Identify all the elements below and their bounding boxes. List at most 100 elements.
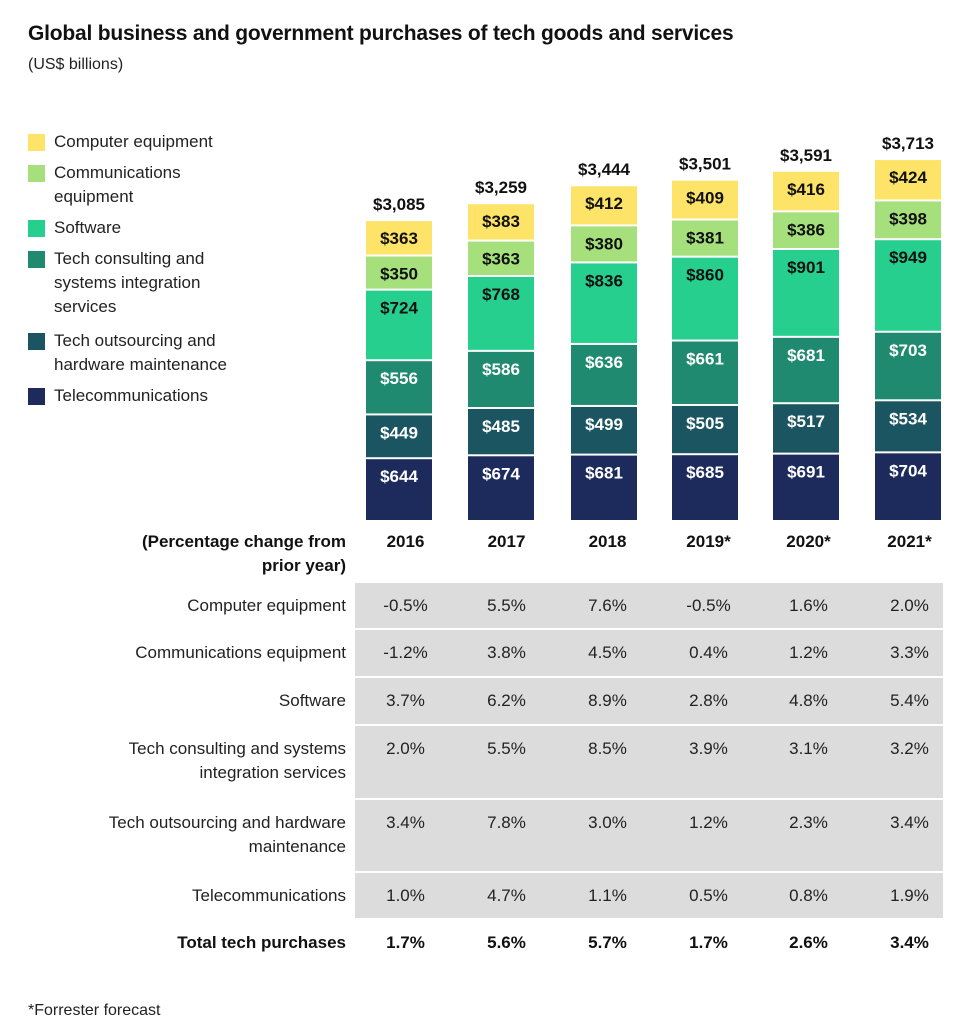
- bar-segment-software: [875, 240, 941, 331]
- table-cell: 1.0%: [386, 886, 425, 905]
- total-label: $3,501: [679, 155, 731, 174]
- table-row-bg: [355, 873, 943, 918]
- row-label: Computer equipment: [187, 596, 346, 615]
- data-label: $380: [585, 234, 623, 253]
- legend-swatch: [28, 220, 45, 237]
- legend-label: Tech consulting and systems integration …: [54, 249, 205, 316]
- table-cell: -1.2%: [383, 643, 428, 662]
- year-header: 2018: [588, 532, 627, 551]
- bar-segment-telecommunications: [571, 455, 637, 520]
- total-label: $3,713: [882, 134, 934, 153]
- bar-segment-software: [672, 257, 738, 340]
- table-row-bg: [355, 800, 943, 871]
- data-label: $485: [482, 417, 520, 436]
- data-label: $674: [482, 464, 520, 483]
- data-label: $860: [686, 266, 724, 285]
- bar-segment-software: [366, 290, 432, 360]
- legend-swatch: [28, 134, 45, 151]
- bar-segment-computer_equipment: [875, 160, 941, 200]
- bar-segment-telecommunications: [468, 456, 534, 520]
- bar-segment-tech_outsourcing: [672, 405, 738, 454]
- data-label: $949: [889, 248, 927, 267]
- bar-segment-computer_equipment: [773, 171, 839, 211]
- data-label: $412: [585, 194, 623, 213]
- data-label: $704: [889, 461, 927, 480]
- bar-segment-tech_outsourcing: [875, 401, 941, 452]
- bar-segment-communications_equipment: [571, 226, 637, 262]
- table-cell: 3.1%: [789, 739, 828, 758]
- data-label: $691: [787, 463, 825, 482]
- legend-swatch: [28, 251, 45, 268]
- bar-segment-tech_consulting: [672, 341, 738, 404]
- table-cell: 7.8%: [487, 813, 526, 832]
- data-label: $534: [889, 409, 927, 428]
- legend-label: Computer equipment: [54, 132, 213, 151]
- legend-item-telecommunications: Telecommunications: [28, 384, 278, 408]
- table-cell: 0.8%: [789, 886, 828, 905]
- legend-swatch: [28, 388, 45, 405]
- data-label: $685: [686, 463, 724, 482]
- table-cell: 1.6%: [789, 596, 828, 615]
- bar-segment-tech_outsourcing: [366, 415, 432, 458]
- table-cell: 6.2%: [487, 691, 526, 710]
- bar-segment-computer_equipment: [468, 204, 534, 240]
- bar-segment-tech_consulting: [366, 361, 432, 414]
- total-row-label: Total tech purchases: [177, 933, 346, 952]
- data-label: $386: [787, 220, 825, 239]
- table-cell: 3.8%: [487, 643, 526, 662]
- table-cell: 2.0%: [890, 596, 929, 615]
- bar-segment-telecommunications: [672, 455, 738, 520]
- table-cell: -0.5%: [686, 596, 731, 615]
- bar-segment-communications_equipment: [366, 256, 432, 289]
- chart-title: Global business and government purchases…: [28, 22, 734, 45]
- legend: Computer equipment Communications equipm…: [28, 130, 278, 415]
- row-label: Tech consulting and systems integration …: [128, 739, 346, 782]
- table-cell: 4.5%: [588, 643, 627, 662]
- data-label: $499: [585, 415, 623, 434]
- table-cell: 5.4%: [890, 691, 929, 710]
- total-cell: 2.6%: [789, 933, 828, 952]
- legend-item-tech-outsourcing: Tech outsourcing and hardware maintenanc…: [28, 329, 274, 377]
- legend-label: Communications equipment: [54, 163, 181, 206]
- table-cell: 3.9%: [689, 739, 728, 758]
- total-cell: 1.7%: [689, 933, 728, 952]
- data-label: $416: [787, 180, 825, 199]
- data-label: $556: [380, 369, 418, 388]
- data-label: $424: [889, 168, 927, 187]
- data-label: $681: [787, 346, 825, 365]
- legend-label: Software: [54, 218, 122, 237]
- data-label: $836: [585, 271, 623, 290]
- total-cell: 5.6%: [487, 933, 526, 952]
- bar-segment-computer_equipment: [571, 186, 637, 225]
- table-cell: 0.5%: [689, 886, 728, 905]
- table-cell: 4.8%: [789, 691, 828, 710]
- bar-segment-tech_outsourcing: [468, 408, 534, 455]
- table-cell: 1.1%: [588, 886, 627, 905]
- data-label: $381: [686, 229, 724, 248]
- table-cell: 2.8%: [689, 691, 728, 710]
- bar-segment-communications_equipment: [468, 241, 534, 275]
- year-header: 2016: [386, 532, 425, 551]
- total-cell: 1.7%: [386, 933, 425, 952]
- legend-item-software: Software: [28, 216, 278, 240]
- table-cell: 0.4%: [689, 643, 728, 662]
- total-cell: 3.4%: [890, 933, 929, 952]
- table-row-bg: [355, 583, 943, 628]
- bar-segment-software: [571, 263, 637, 343]
- data-label: $703: [889, 341, 927, 360]
- bar-segment-communications_equipment: [773, 212, 839, 248]
- bar-segment-tech_consulting: [773, 337, 839, 403]
- data-label: $383: [482, 212, 520, 231]
- legend-swatch: [28, 333, 45, 350]
- data-label: $586: [482, 360, 520, 379]
- table-cell: 3.4%: [890, 813, 929, 832]
- legend-item-communications-equipment: Communications equipment: [28, 161, 214, 209]
- bar-segment-tech_consulting: [468, 351, 534, 407]
- table-cell: 5.5%: [487, 596, 526, 615]
- data-label: $363: [380, 229, 418, 248]
- table-cell: 3.7%: [386, 691, 425, 710]
- data-label: $901: [787, 258, 825, 277]
- table-row-bg: [355, 630, 943, 676]
- table-row-bg: [355, 726, 943, 798]
- legend-label: Tech outsourcing and hardware maintenanc…: [54, 331, 227, 374]
